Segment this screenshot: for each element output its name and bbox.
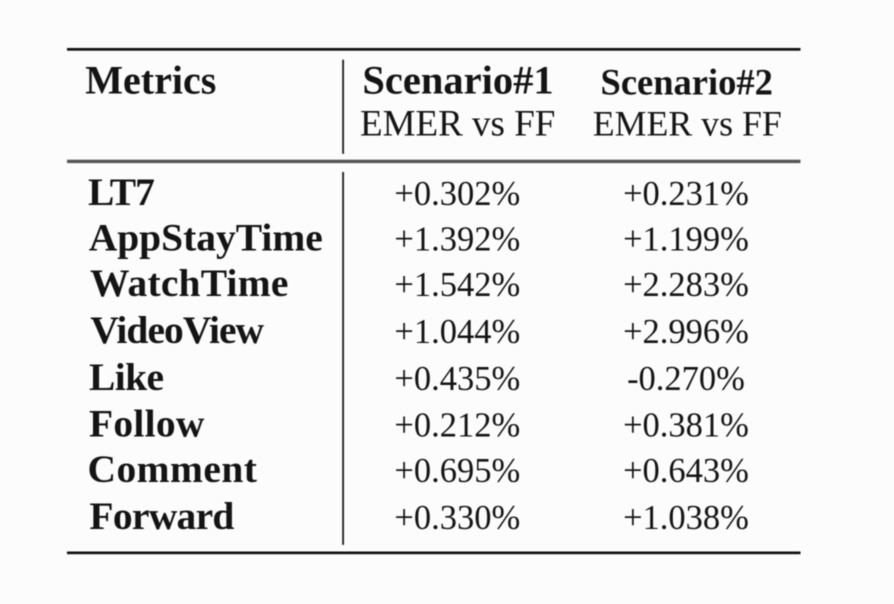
svg-text:+1.044%: +1.044% <box>394 313 520 351</box>
svg-text:Follow: Follow <box>89 402 205 446</box>
svg-text:+1.542%: +1.542% <box>394 266 520 304</box>
svg-text:-0.270%: -0.270% <box>627 360 745 398</box>
svg-text:+0.695%: +0.695% <box>394 452 520 490</box>
svg-text:+1.199%: +1.199% <box>623 221 749 259</box>
svg-text:+1.392%: +1.392% <box>394 221 520 259</box>
svg-text:+0.302%: +0.302% <box>394 175 520 213</box>
svg-text:Scenario#1: Scenario#1 <box>362 58 553 103</box>
svg-text:Like: Like <box>89 355 163 399</box>
svg-text:AppStayTime: AppStayTime <box>89 216 323 260</box>
svg-text:+2.996%: +2.996% <box>623 313 749 351</box>
svg-text:+2.283%: +2.283% <box>623 266 749 304</box>
svg-text:EMER vs FF: EMER vs FF <box>360 104 555 145</box>
svg-text:Metrics: Metrics <box>85 58 216 103</box>
svg-text:Forward: Forward <box>89 494 234 538</box>
svg-text:WatchTime: WatchTime <box>90 261 289 305</box>
svg-text:+0.212%: +0.212% <box>394 407 520 445</box>
svg-text:+0.381%: +0.381% <box>623 407 749 445</box>
svg-text:EMER vs FF: EMER vs FF <box>593 104 782 144</box>
svg-text:LT7: LT7 <box>88 170 154 214</box>
svg-text:+0.643%: +0.643% <box>623 452 749 490</box>
svg-text:VideoView: VideoView <box>90 308 264 352</box>
svg-text:Scenario#2: Scenario#2 <box>601 61 773 102</box>
svg-text:+0.231%: +0.231% <box>623 175 749 213</box>
svg-text:+0.435%: +0.435% <box>394 360 520 398</box>
svg-text:Comment: Comment <box>88 447 258 491</box>
svg-text:+0.330%: +0.330% <box>394 499 520 537</box>
svg-text:+1.038%: +1.038% <box>623 499 749 537</box>
